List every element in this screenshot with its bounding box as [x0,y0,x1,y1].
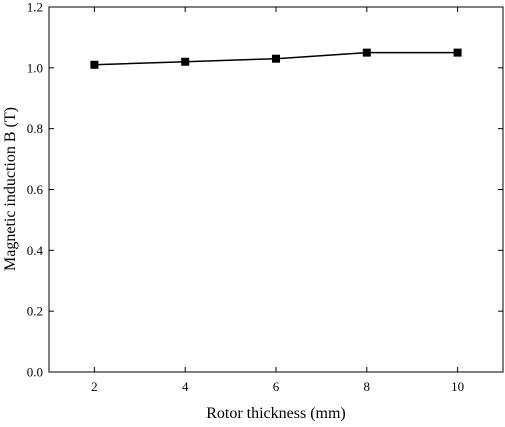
data-point-marker [90,60,99,69]
x-tick-label: 2 [91,379,98,394]
data-point-marker [453,48,462,57]
y-tick-label: 1.2 [27,0,43,15]
y-axis-ticks: 0.0 0.2 0.4 0.6 0.8 1.0 1.2 [27,0,503,380]
x-axis-ticks: 2 4 6 8 10 [91,7,464,394]
y-tick-label: 0.8 [27,121,43,136]
y-tick-label: 0.2 [27,304,43,319]
data-point-marker [272,54,280,63]
x-tick-label: 10 [451,379,464,394]
y-tick-label: 1.0 [27,60,43,75]
data-point-marker [181,57,190,66]
y-axis-title: Magnetic induction B (T) [2,107,19,271]
y-tick-label: 0.0 [27,365,43,380]
y-tick-label: 0.4 [27,243,44,258]
y-tick-label: 0.6 [27,182,44,197]
series-group [90,48,462,69]
x-tick-label: 8 [364,379,371,394]
data-point-marker [362,48,371,57]
x-tick-label: 6 [273,379,280,394]
x-tick-label: 4 [182,379,189,394]
x-axis-title: Rotor thickness (mm) [206,405,346,422]
